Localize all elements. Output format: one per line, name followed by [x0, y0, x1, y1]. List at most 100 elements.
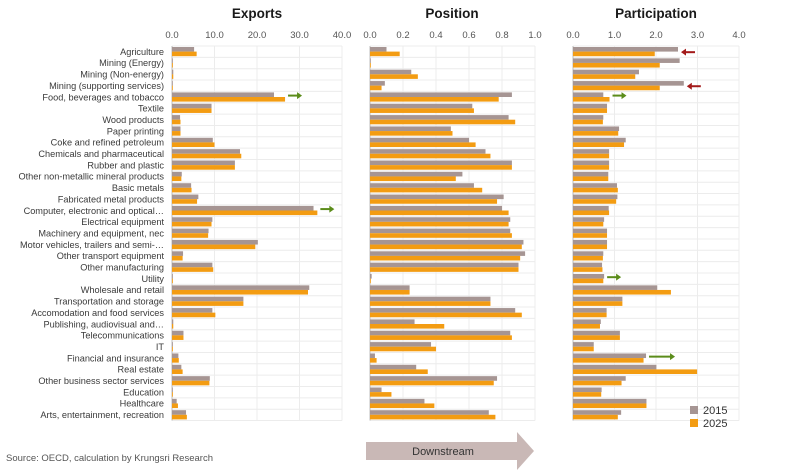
exports-bar-2015-fabricated-metal-products: [172, 194, 199, 200]
participation-tick-label-1: 1.0: [608, 30, 621, 41]
participation-bar-2015-other-non-metallic-mineral-products: [573, 171, 609, 177]
category-label-mining-non-energy: Mining (Non-energy): [80, 70, 164, 80]
position-bar-2025-healthcare: [370, 403, 435, 409]
exports-bar-2015-telecommunications: [172, 330, 184, 336]
exports-bar-2025-machinery-and-equipment-nec: [172, 233, 209, 238]
position-bar-2025-wholesale-and-retail: [370, 289, 410, 295]
category-label-basic-metals: Basic metals: [112, 183, 164, 193]
position-bar-2015-it: [370, 342, 432, 347]
position-bar-2025-other-transport-equipment: [370, 255, 521, 261]
exports-bar-2015-agriculture: [172, 47, 195, 52]
participation-bar-2015-wood-products: [573, 115, 604, 120]
participation-bar-2025-coke-and-refined-petroleum: [573, 142, 625, 147]
category-label-financial-and-insurance: Financial and insurance: [67, 353, 164, 363]
legend-swatch-2025: [690, 419, 698, 427]
participation-bar-2015-other-business-sector-services: [573, 376, 626, 381]
exports-bar-2015-food-beverages-and-tobacco: [172, 92, 274, 97]
participation-bar-2025-accomodation-and-food-services: [573, 312, 607, 318]
position-tick-label-2: 0.4: [429, 30, 442, 41]
position-bar-2015-textile: [370, 103, 473, 109]
participation-bar-2025-education: [573, 392, 602, 397]
participation-bar-2015-healthcare: [573, 398, 647, 404]
exports-bar-2025-financial-and-insurance: [172, 358, 179, 363]
participation-bar-2015-fabricated-metal-products: [573, 194, 618, 200]
participation-bar-2025-basic-metals: [573, 187, 618, 193]
position-bar-2015-wood-products: [370, 115, 509, 120]
category-label-telecommunications: Telecommunications: [81, 331, 165, 341]
exports-bar-2015-coke-and-refined-petroleum: [172, 137, 213, 143]
exports-bar-2015-other-non-metallic-mineral-products: [172, 171, 182, 177]
exports-bar-2025-other-non-metallic-mineral-products: [172, 176, 182, 182]
category-label-it: IT: [156, 342, 165, 352]
position-bar-2025-rubber-and-plastic: [370, 165, 512, 170]
exports-bar-2025-chemicals-and-pharmaceutical: [172, 153, 242, 159]
participation-bar-2015-chemicals-and-pharmaceutical: [573, 149, 610, 154]
exports-bar-2025-electrical-equipment: [172, 221, 212, 227]
participation-bar-2025-other-business-sector-services: [573, 380, 622, 386]
exports-bar-2015-publishing-audiovisual-and: [172, 319, 174, 324]
position-bar-2015-other-business-sector-services: [370, 376, 498, 381]
participation-bar-2025-motor-vehicles-trailers-and-semi: [573, 244, 608, 250]
position-bar-2025-basic-metals: [370, 187, 483, 193]
category-label-arts-entertainment-recreation: Arts, entertainment, recreation: [40, 410, 164, 420]
exports-bar-2015-it: [172, 342, 173, 347]
exports-bar-2025-transportation-and-storage: [172, 301, 244, 306]
exports-bar-2025-it: [172, 346, 173, 352]
position-bar-2015-financial-and-insurance: [370, 353, 375, 359]
position-tick-label-5: 1.0: [528, 30, 541, 41]
position-bar-2015-chemicals-and-pharmaceutical: [370, 149, 486, 154]
exports-bar-2015-textile: [172, 103, 212, 109]
position-bar-2015-coke-and-refined-petroleum: [370, 137, 469, 143]
position-bar-2015-basic-metals: [370, 183, 474, 188]
participation-bar-2015-agriculture: [573, 47, 678, 52]
participation-bar-2025-other-transport-equipment: [573, 255, 603, 261]
exports-bar-2015-education: [172, 387, 173, 393]
position-bar-2025-other-non-metallic-mineral-products: [370, 176, 456, 182]
participation-bar-2025-real-estate: [573, 369, 698, 374]
participation-bar-2015-basic-metals: [573, 183, 617, 188]
category-label-other-transport-equipment: Other transport equipment: [57, 251, 165, 261]
exports-bar-2025-other-manufacturing: [172, 267, 214, 272]
position-bar-2025-chemicals-and-pharmaceutical: [370, 153, 491, 159]
participation-bar-2025-machinery-and-equipment-nec: [573, 233, 608, 238]
exports-bar-2025-paper-printing: [172, 131, 181, 136]
position-bar-2015-fabricated-metal-products: [370, 194, 504, 200]
position-bar-2015-healthcare: [370, 398, 425, 404]
category-label-transportation-and-storage: Transportation and storage: [54, 297, 164, 307]
position-bar-2025-it: [370, 346, 436, 352]
participation-bar-2025-wood-products: [573, 119, 603, 125]
position-bar-2015-real-estate: [370, 364, 417, 370]
position-bar-2025-arts-entertainment-recreation: [370, 414, 496, 420]
participation-bar-2015-education: [573, 387, 602, 393]
position-bar-2025-mining-energy: [370, 62, 371, 68]
category-label-rubber-and-plastic: Rubber and plastic: [87, 160, 164, 170]
position-bar-2025-financial-and-insurance: [370, 358, 377, 363]
exports-bar-2015-motor-vehicles-trailers-and-semi: [172, 239, 258, 245]
participation-annotation-arrow-4-head: [670, 353, 676, 361]
exports-bar-2015-accomodation-and-food-services: [172, 308, 213, 313]
exports-bar-2025-education: [172, 392, 173, 397]
position-bar-2015-publishing-audiovisual-and: [370, 319, 415, 324]
exports-bar-2025-other-transport-equipment: [172, 255, 183, 261]
position-bar-2025-agriculture: [370, 51, 400, 57]
legend-label-2025: 2025: [703, 418, 727, 430]
position-bar-2025-textile: [370, 108, 474, 113]
category-label-real-estate: Real estate: [118, 365, 164, 375]
participation-bar-2025-computer-electronic-and-optical: [573, 210, 610, 216]
exports-bar-2015-real-estate: [172, 364, 182, 370]
position-bar-2015-transportation-and-storage: [370, 296, 491, 302]
participation-bar-2025-transportation-and-storage: [573, 301, 623, 306]
exports-bar-2025-fabricated-metal-products: [172, 199, 198, 204]
position-bar-2025-machinery-and-equipment-nec: [370, 233, 512, 238]
position-bar-2015-mining-energy: [370, 58, 371, 63]
exports-bar-2015-machinery-and-equipment-nec: [172, 228, 209, 234]
exports-bar-2025-agriculture: [172, 51, 197, 57]
exports-tick-label-3: 30.0: [290, 30, 309, 41]
participation-bar-2015-food-beverages-and-tobacco: [573, 92, 604, 97]
participation-tick-label-3: 3.0: [691, 30, 704, 41]
position-bar-2025-education: [370, 392, 392, 397]
exports-bar-2015-utility: [172, 274, 173, 279]
participation-bar-2015-mining-energy: [573, 58, 680, 63]
panel-position: Position 0.0 0.2 0.4 0.6 0.8 1.0: [363, 6, 542, 422]
exports-bar-2015-healthcare: [172, 398, 177, 404]
